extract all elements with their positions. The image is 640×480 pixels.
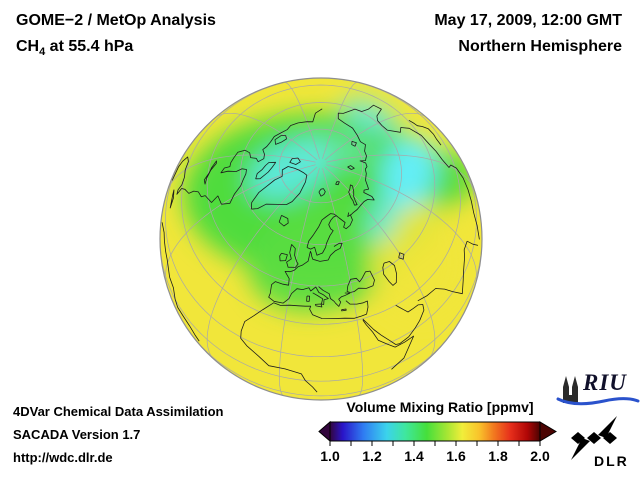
- coastlines: [161, 104, 480, 393]
- dlr-logo: DLR: [568, 416, 632, 472]
- field-layer: [183, 97, 478, 322]
- colorbar: [318, 420, 557, 446]
- colorbar-tick-label: 1.4: [404, 448, 424, 464]
- colorbar-tick-label: 1.8: [488, 448, 508, 464]
- colorbar-tick-label: 2.0: [530, 448, 550, 464]
- dlr-text: DLR: [594, 453, 629, 469]
- hemisphere-label: Northern Hemisphere: [458, 38, 622, 55]
- species-formula: CH: [16, 38, 40, 55]
- species-subscript: 4: [39, 46, 46, 59]
- colorbar-left-arrow-icon: [318, 420, 331, 443]
- colorbar-title: Volume Mixing Ratio [ppmv]: [346, 399, 534, 415]
- colorbar-gradient-bar: [329, 421, 541, 442]
- dlr-emblem-icon: [571, 416, 617, 460]
- header-left: GOME−2 / MetOp Analysis CH4 at 55.4 hPa: [16, 12, 216, 58]
- colorbar-right-arrow-icon: [539, 421, 557, 442]
- colorbar-tick-label: 1.0: [320, 448, 340, 464]
- version-label: SACADA Version 1.7: [13, 427, 141, 442]
- riu-text: RIU: [583, 370, 627, 395]
- riu-logo: RIU: [556, 370, 640, 408]
- pressure-level: at 55.4 hPa: [45, 38, 134, 55]
- colorbar-tick-label: 1.2: [362, 448, 382, 464]
- plot-subtitle: CH4 at 55.4 hPa: [16, 38, 216, 58]
- colorbar-ticks: [329, 441, 541, 446]
- datetime-label: May 17, 2009, 12:00 GMT: [434, 12, 622, 29]
- header-right: May 17, 2009, 12:00 GMT Northern Hemisph…: [434, 12, 622, 56]
- graticule: [160, 78, 482, 397]
- assimilation-label: 4DVar Chemical Data Assimilation: [13, 404, 224, 419]
- plot-title: GOME−2 / MetOp Analysis: [16, 12, 216, 29]
- globe-limb: [159, 77, 483, 401]
- url-label: http://wdc.dlr.de: [13, 450, 113, 465]
- cathedral-icon: [563, 376, 578, 403]
- colorbar-tick-label: 1.6: [446, 448, 466, 464]
- river-wave-icon: [556, 397, 640, 406]
